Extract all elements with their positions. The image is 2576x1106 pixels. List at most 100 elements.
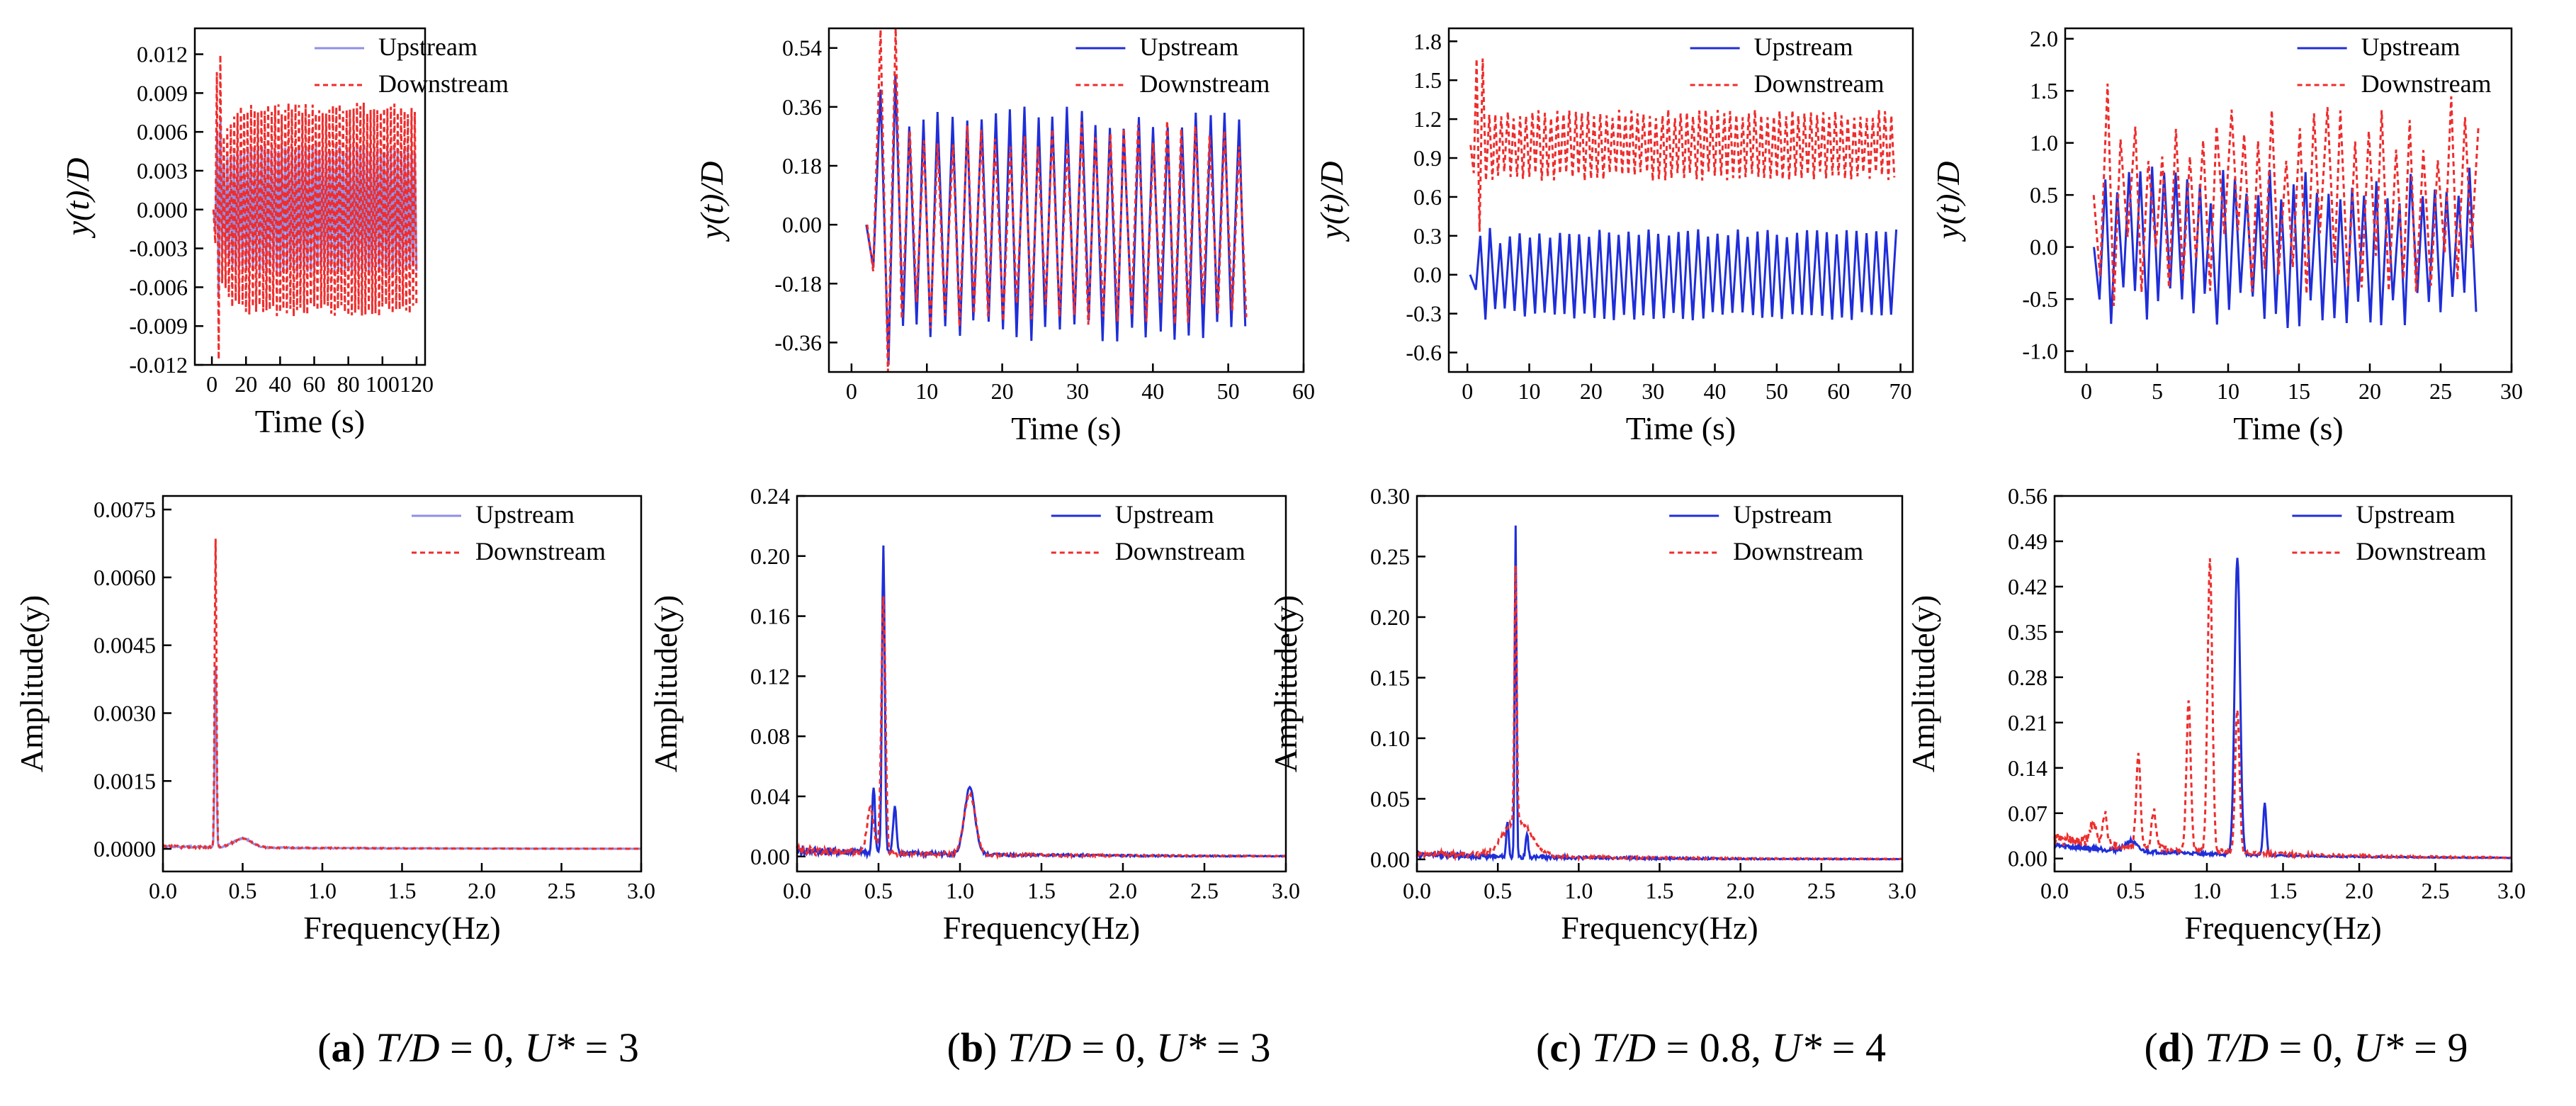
- legend-label-upstream: Upstream: [1115, 500, 1214, 529]
- caption-d: (d) T/D = 0, U* = 9: [2144, 1025, 2468, 1071]
- legend-label-upstream: Upstream: [1754, 33, 1853, 61]
- y-tick-label: 0.16: [750, 604, 790, 629]
- series-line-upstream: [1416, 525, 1902, 863]
- legend-label-upstream: Upstream: [1139, 33, 1238, 61]
- chart-a-freq: 0.0 0.5 1.0 1.5 2.0 2.5 3.0 0.0000 0.0015 0.0030 0…: [13, 495, 655, 946]
- x-tick-label: 15: [2288, 378, 2310, 404]
- y-tick-label: 0.6: [1413, 184, 1442, 210]
- series-line-upstream: [162, 665, 641, 850]
- y-tick-label: 0.0045: [94, 633, 156, 658]
- x-tick-label: 60: [1292, 378, 1315, 404]
- x-axis-label: Time (s): [1626, 410, 1736, 446]
- y-tick-label: 0.21: [2008, 710, 2047, 735]
- x-tick-label: 0: [846, 378, 857, 404]
- y-tick-label: 0.14: [2008, 755, 2047, 781]
- y-tick-label: 0.04: [750, 784, 790, 809]
- x-tick-label: 30: [1066, 378, 1089, 404]
- series-line-downstream: [212, 55, 418, 360]
- y-tick-label: 0.006: [137, 119, 188, 145]
- chart-d-freq: 0.0 0.5 1.0 1.5 2.0 2.5 3.0 0.00 0.07 0.14 0.21 0.2…: [1905, 483, 2526, 946]
- y-tick-label: 0.12: [750, 663, 790, 689]
- x-tick-label: 20: [991, 378, 1014, 404]
- y-tick-label: 0.56: [2008, 483, 2047, 509]
- x-tick-label: 2.0: [468, 878, 496, 903]
- x-tick-label: 0.5: [229, 878, 257, 903]
- y-tick-label: -0.009: [129, 313, 188, 339]
- y-tick-label: 0.0015: [94, 768, 156, 794]
- x-tick-label: 50: [1217, 378, 1240, 404]
- caption-c: (c) T/D = 0.8, U* = 4: [1536, 1025, 1886, 1071]
- x-tick-label: 3.0: [1888, 878, 1916, 903]
- x-tick-label: 60: [1827, 378, 1850, 404]
- x-tick-label: 25: [2429, 378, 2452, 404]
- y-tick-label: 0.00: [1370, 847, 1410, 872]
- x-axis-label: Frequency(Hz): [2184, 910, 2381, 946]
- series-line-upstream: [2093, 167, 2478, 328]
- y-tick-label: 0.5: [2030, 182, 2058, 208]
- series-line-downstream: [2092, 83, 2480, 306]
- legend-label-upstream: Upstream: [2356, 500, 2455, 529]
- x-tick-label: 1.5: [1027, 878, 1056, 903]
- x-tick-label: 2.5: [548, 878, 576, 903]
- y-axis-label: Amplitude(y): [1267, 595, 1304, 772]
- x-axis-label: Time (s): [255, 403, 366, 439]
- legend-label-downstream: Downstream: [1139, 69, 1270, 98]
- series-line-downstream: [2053, 558, 2512, 861]
- chart-b-freq: 0.0 0.5 1.0 1.5 2.0 2.5 3.0 0.00 0.04 0.08 0.12 0.1…: [648, 483, 1300, 946]
- plot-frame: [1447, 27, 1914, 373]
- x-tick-label: 2.5: [2422, 878, 2450, 903]
- y-tick-label: 0.07: [2008, 801, 2047, 826]
- y-tick-label: 0.42: [2008, 574, 2047, 599]
- y-tick-label: 0.15: [1370, 665, 1410, 690]
- y-axis-label: Amplitude(y): [13, 595, 50, 772]
- x-tick-label: 0.0: [149, 878, 177, 903]
- series-line-downstream: [162, 538, 641, 851]
- x-tick-label: 50: [1766, 378, 1788, 404]
- plot-frame: [2064, 27, 2513, 373]
- x-tick-label: 0.5: [1484, 878, 1512, 903]
- x-tick-label: 2.0: [1109, 878, 1137, 903]
- y-tick-label: 2.0: [2030, 26, 2058, 52]
- y-tick-label: 0.3: [1413, 223, 1442, 249]
- chart-d-time: 0 5 10 15 20 25 30 -1.0 -0.5 0.0 0.5 1.0 1.5 2.0 Time …: [1930, 26, 2523, 446]
- x-tick-label: 3.0: [2497, 878, 2526, 903]
- x-axis-label: Time (s): [1011, 410, 1122, 446]
- x-axis-label: Frequency(Hz): [303, 910, 500, 946]
- legend-label-upstream: Upstream: [378, 33, 478, 61]
- y-tick-label: 0.0: [1413, 262, 1442, 288]
- legend-label-upstream: Upstream: [2361, 33, 2461, 61]
- x-tick-label: 20: [2358, 378, 2381, 404]
- x-tick-label: 1.0: [308, 878, 337, 903]
- series-line-upstream: [1469, 227, 1898, 321]
- x-tick-label: 2.5: [1190, 878, 1219, 903]
- legend-label-downstream: Downstream: [475, 537, 606, 565]
- x-tick-label: 100: [366, 371, 400, 397]
- legend-label-downstream: Downstream: [1754, 69, 1885, 98]
- x-tick-label: 3.0: [627, 878, 655, 903]
- y-tick-label: 0.24: [750, 483, 790, 509]
- y-tick-label: 0.35: [2008, 619, 2047, 645]
- y-tick-label: 0.25: [1370, 543, 1410, 569]
- y-tick-label: 0.003: [137, 158, 188, 184]
- x-tick-label: 0.0: [2040, 878, 2069, 903]
- x-tick-label: 2.0: [1727, 878, 1755, 903]
- x-tick-label: 0: [2081, 378, 2092, 404]
- y-tick-label: -0.012: [129, 352, 188, 378]
- y-tick-label: 0.0030: [94, 701, 156, 726]
- y-tick-label: 0.0: [2030, 235, 2058, 260]
- y-tick-label: 0.012: [137, 42, 188, 67]
- y-tick-label: 1.5: [1413, 67, 1442, 93]
- y-tick-label: -0.003: [129, 236, 188, 261]
- x-tick-label: 40: [269, 371, 291, 397]
- x-tick-label: 40: [1141, 378, 1164, 404]
- y-axis-label: y(t)/D: [1314, 162, 1350, 242]
- x-tick-label: 40: [1704, 378, 1727, 404]
- y-tick-label: 0.0000: [94, 836, 156, 862]
- x-tick-label: 0.0: [783, 878, 811, 903]
- y-tick-label: 0.49: [2008, 529, 2047, 554]
- plot-frame: [827, 27, 1305, 373]
- caption-b: (b) T/D = 0, U* = 3: [947, 1025, 1271, 1071]
- y-tick-label: 1.5: [2030, 78, 2058, 103]
- caption-a: (a) T/D = 0, U* = 3: [317, 1025, 639, 1071]
